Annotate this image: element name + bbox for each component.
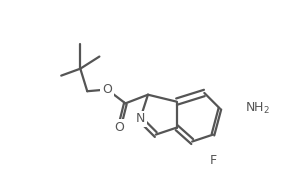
Text: N: N [136,112,145,125]
Text: NH$_2$: NH$_2$ [245,101,270,116]
Text: F: F [209,154,217,167]
Text: O: O [102,83,112,96]
Text: O: O [114,121,124,134]
